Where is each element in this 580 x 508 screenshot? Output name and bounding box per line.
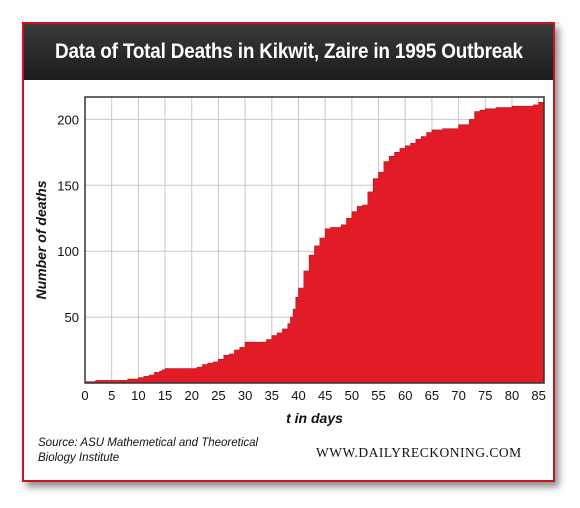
x-tick-label: 80 bbox=[505, 388, 519, 403]
x-tick-label: 45 bbox=[318, 388, 332, 403]
source-line-2: Biology Institute bbox=[38, 452, 120, 464]
y-axis-label: Number of deaths bbox=[33, 180, 49, 299]
x-tick-label: 85 bbox=[531, 388, 545, 403]
x-tick-label: 70 bbox=[451, 388, 465, 403]
x-tick-label: 50 bbox=[345, 388, 359, 403]
chart-svg: 0 5 10 15 20 25 30 35 40 45 50 55 60 65 70 75 80 85 50 100 1… bbox=[33, 96, 546, 426]
brand-url: WWW.DAILYRECKONING.COM bbox=[316, 445, 522, 460]
x-axis-label: t in days bbox=[286, 410, 343, 426]
plot-frame bbox=[84, 96, 545, 384]
x-tick-label: 75 bbox=[478, 388, 492, 403]
x-tick-label: 0 bbox=[81, 388, 88, 403]
y-tick-label: 200 bbox=[57, 112, 79, 127]
y-tick-label: 100 bbox=[57, 244, 79, 259]
x-tick-label: 5 bbox=[108, 388, 115, 403]
x-tick-label: 60 bbox=[398, 388, 412, 403]
x-tick-label: 10 bbox=[131, 388, 145, 403]
source-line-1: Source: ASU Mathemetical and Theoretical bbox=[38, 437, 259, 449]
y-tick-label: 150 bbox=[57, 178, 79, 193]
deaths-area bbox=[84, 101, 545, 384]
x-tick-label: 25 bbox=[211, 388, 225, 403]
x-tick-label: 35 bbox=[265, 388, 279, 403]
y-tick-label: 50 bbox=[65, 310, 79, 325]
chart-card: Data of Total Deaths in Kikwit, Zaire in… bbox=[22, 22, 555, 482]
source-note: Source: ASU Mathemetical and Theoretical… bbox=[38, 436, 278, 466]
title-bar: Data of Total Deaths in Kikwit, Zaire in… bbox=[24, 24, 553, 80]
x-tick-label: 55 bbox=[371, 388, 385, 403]
x-tick-label: 65 bbox=[425, 388, 439, 403]
x-tick-label: 40 bbox=[291, 388, 305, 403]
x-tick-label: 20 bbox=[185, 388, 199, 403]
chart-title: Data of Total Deaths in Kikwit, Zaire in… bbox=[54, 40, 523, 63]
x-tick-label: 15 bbox=[158, 388, 172, 403]
x-tick-label: 30 bbox=[238, 388, 252, 403]
